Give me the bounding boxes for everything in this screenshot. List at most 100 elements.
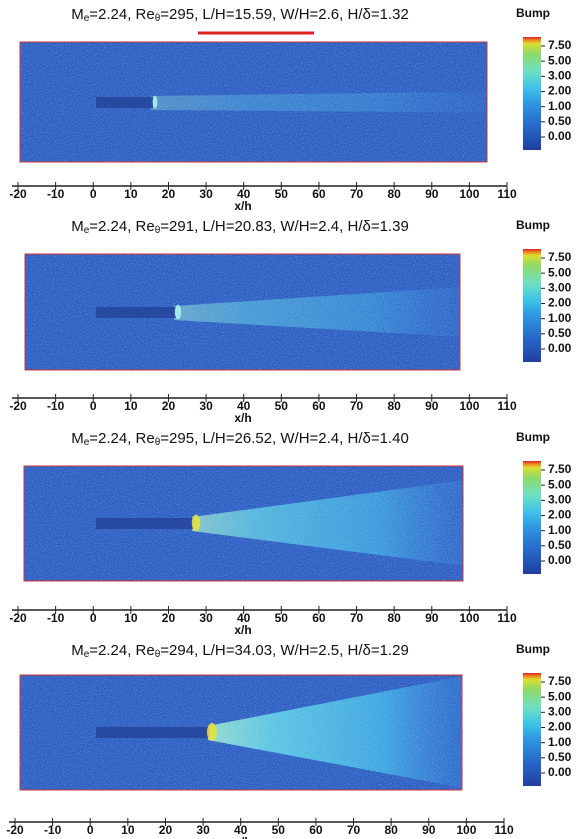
x-tick-label: 30 (199, 399, 213, 413)
bump-glow (153, 96, 158, 109)
x-tick-label: 20 (162, 399, 176, 413)
x-tick-label: 110 (494, 823, 514, 837)
x-tick-label: 80 (387, 399, 401, 413)
heatmap (20, 675, 462, 790)
x-tick-label: 80 (387, 611, 401, 625)
x-axis-label: x/h (234, 199, 251, 213)
x-tick-label: -20 (6, 823, 24, 837)
colorbar-tick-label: 0.50 (548, 750, 572, 764)
x-axis-label: x/h (234, 623, 251, 637)
colorbar-tick-label: 0.00 (548, 341, 572, 355)
x-tick-label: -10 (44, 823, 62, 837)
title-part: =2.24, Re (89, 642, 154, 659)
bump-glow (207, 723, 217, 741)
x-tick-label: 0 (90, 187, 97, 201)
colorbar-label: Bump (516, 218, 550, 232)
x-tick-label: 110 (497, 611, 517, 625)
x-tick-label: 0 (87, 823, 94, 837)
colorbar-tick-label: 0.00 (548, 553, 572, 567)
x-axis-label: x/h (234, 411, 251, 425)
colorbar-tick-label: 2.00 (548, 508, 572, 522)
colorbar-tick-label: 1.00 (548, 523, 572, 537)
bump-shadow (96, 307, 176, 318)
panel-title: Me=2.24, Reθ=291, L/H=20.83, W/H=2.4, H/… (71, 218, 409, 236)
title-part: M (71, 218, 84, 235)
title-part: =2.24, Re (89, 430, 154, 447)
x-tick-label: -20 (9, 611, 27, 625)
x-tick-label: 10 (121, 823, 135, 837)
x-tick-label: 50 (275, 611, 289, 625)
colorbar-tick-label: 7.50 (548, 462, 572, 476)
x-tick-label: -20 (9, 399, 27, 413)
x-tick-label: 60 (312, 611, 326, 625)
panel: Me=2.24, Reθ=295, L/H=15.59, W/H=2.6, H/… (9, 6, 571, 213)
colorbar-label: Bump (516, 430, 550, 444)
colorbar-label: Bump (516, 6, 550, 20)
x-tick-label: 100 (456, 823, 476, 837)
title-part: =295, L/H=26.52, W/H=2.4, H/δ=1.40 (160, 430, 409, 447)
heatmap-noise (20, 675, 462, 790)
x-tick-label: 30 (196, 823, 210, 837)
heatmap (25, 254, 460, 370)
x-tick-label: 70 (350, 611, 364, 625)
heatmap-noise (24, 466, 463, 581)
colorbar (523, 673, 541, 786)
panel-title: Me=2.24, Reθ=295, L/H=15.59, W/H=2.6, H/… (71, 6, 409, 24)
title-part: M (71, 430, 84, 447)
colorbar-tick-label: 7.50 (548, 38, 572, 52)
bump-shadow (96, 727, 210, 738)
colorbar-tick-label: 1.00 (548, 99, 572, 113)
colorbar-tick-label: 0.50 (548, 326, 572, 340)
colorbar (523, 37, 541, 150)
x-tick-label: -10 (47, 399, 65, 413)
x-tick-label: 30 (199, 611, 213, 625)
x-tick-label: -20 (9, 187, 27, 201)
colorbar-tick-label: 2.00 (548, 296, 572, 310)
colorbar-tick-label: 7.50 (548, 674, 572, 688)
x-tick-label: 0 (90, 399, 97, 413)
bump-glow (175, 305, 181, 319)
x-tick-label: 60 (312, 187, 326, 201)
heatmap-noise (25, 254, 460, 370)
x-tick-label: 90 (425, 399, 439, 413)
colorbar-tick-label: 0.50 (548, 114, 572, 128)
x-tick-label: 10 (124, 187, 138, 201)
title-part: M (71, 6, 84, 23)
panel: Me=2.24, Reθ=291, L/H=20.83, W/H=2.4, H/… (9, 218, 571, 425)
x-tick-label: -10 (47, 187, 65, 201)
x-tick-label: 20 (162, 187, 176, 201)
colorbar-tick-label: 3.00 (548, 493, 572, 507)
colorbar-tick-label: 5.00 (548, 265, 572, 279)
panel-title: Me=2.24, Reθ=295, L/H=26.52, W/H=2.4, H/… (71, 430, 409, 448)
x-tick-label: -10 (47, 611, 65, 625)
x-tick-label: 60 (312, 399, 326, 413)
colorbar-tick-label: 3.00 (548, 69, 572, 83)
x-tick-label: 100 (459, 187, 479, 201)
colorbar-tick-label: 7.50 (548, 250, 572, 264)
title-part: M (71, 642, 84, 659)
panel: Me=2.24, Reθ=295, L/H=26.52, W/H=2.4, H/… (9, 430, 571, 637)
x-tick-label: 20 (159, 823, 173, 837)
colorbar-tick-label: 3.00 (548, 281, 572, 295)
x-tick-label: 60 (309, 823, 323, 837)
x-tick-label: 70 (350, 187, 364, 201)
colorbar-tick-label: 1.00 (548, 311, 572, 325)
colorbar-tick-label: 5.00 (548, 53, 572, 67)
colorbar-tick-label: 3.00 (548, 705, 572, 719)
colorbar-tick-label: 5.00 (548, 689, 572, 703)
figure: Me=2.24, Reθ=295, L/H=15.59, W/H=2.6, H/… (0, 0, 585, 839)
colorbar-tick-label: 2.00 (548, 84, 572, 98)
x-tick-label: 30 (199, 187, 213, 201)
x-tick-label: 100 (459, 399, 479, 413)
x-tick-label: 80 (387, 187, 401, 201)
x-tick-label: 50 (275, 399, 289, 413)
colorbar-tick-label: 2.00 (548, 720, 572, 734)
bump-shadow (96, 518, 194, 529)
x-tick-label: 20 (162, 611, 176, 625)
title-part: =2.24, Re (89, 6, 154, 23)
heatmap-noise (20, 42, 487, 162)
title-part: =295, L/H=15.59, W/H=2.6, H/δ=1.32 (160, 6, 409, 23)
colorbar-tick-label: 0.00 (548, 765, 572, 779)
title-part: =291, L/H=20.83, W/H=2.4, H/δ=1.39 (160, 218, 409, 235)
x-axis-label: x/h (234, 835, 251, 839)
